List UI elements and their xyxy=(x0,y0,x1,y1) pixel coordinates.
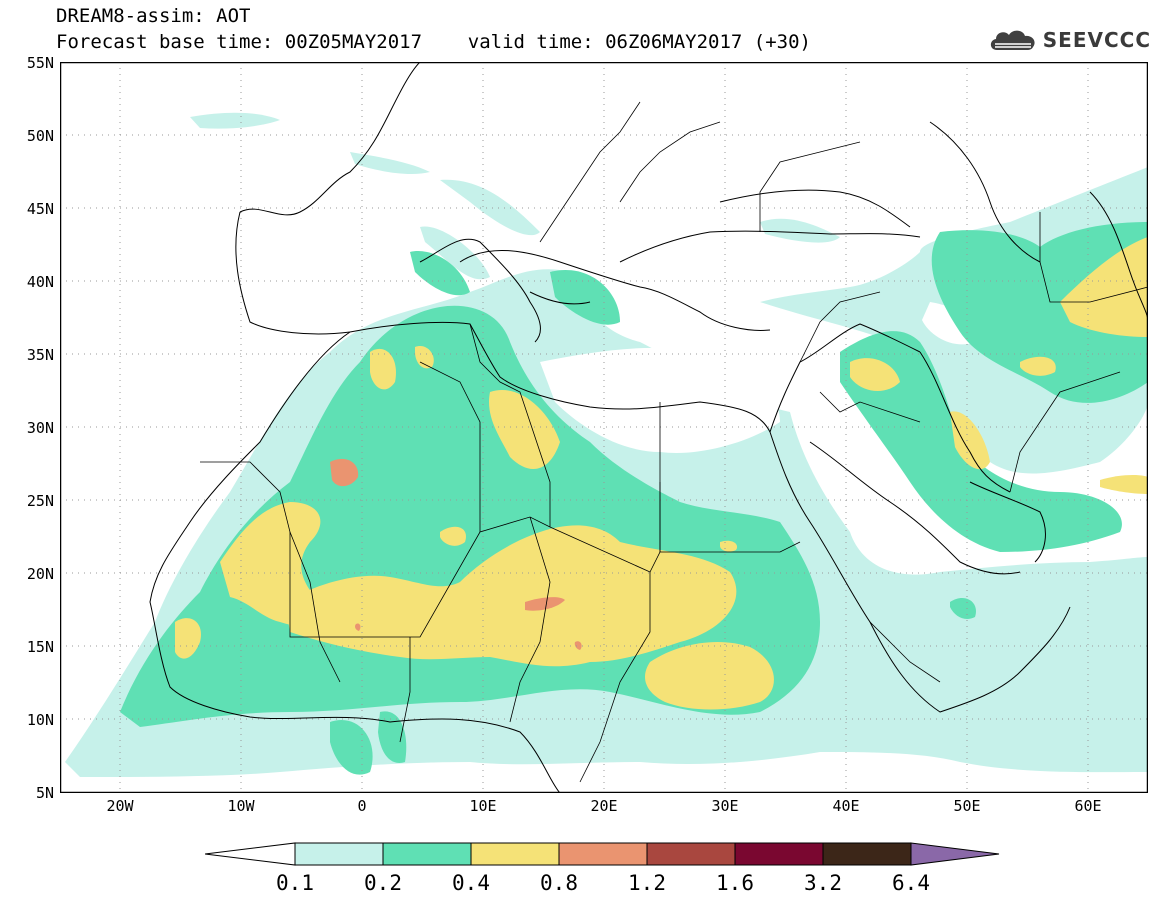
lat-label-25n: 25N xyxy=(26,492,54,510)
colorbar-segment-1.2 xyxy=(646,842,736,866)
colorbar-segment-1.6 xyxy=(734,842,824,866)
colorbar-label-1.6: 1.6 xyxy=(716,871,754,895)
colorbar-label-0.2: 0.2 xyxy=(364,871,402,895)
chart-title: DREAM8-assim: AOT xyxy=(56,5,251,27)
lat-label-35n: 35N xyxy=(26,346,54,364)
country-borders xyxy=(200,101,1148,783)
lat-label-10n: 10N xyxy=(26,711,54,729)
colorbar-label-3.2: 3.2 xyxy=(804,871,842,895)
lon-label-20w: 20W xyxy=(106,797,134,815)
cloud-icon xyxy=(990,30,1035,50)
lon-label-0: 0 xyxy=(357,797,367,815)
lat-label-45n: 45N xyxy=(26,200,54,218)
colorbar-label-1.2: 1.2 xyxy=(628,871,666,895)
lat-label-40n: 40N xyxy=(26,273,54,291)
aot-level-0.8 xyxy=(330,458,582,650)
aot-map xyxy=(60,62,1148,793)
colorbar-label-0.4: 0.4 xyxy=(452,871,490,895)
colorbar-label-0.8: 0.8 xyxy=(540,871,578,895)
lon-label-40e: 40E xyxy=(832,797,860,815)
colorbar-segment-under xyxy=(205,842,296,866)
colorbar-label-6.4: 6.4 xyxy=(892,871,930,895)
lon-label-60e: 60E xyxy=(1074,797,1102,815)
lat-label-5n: 5N xyxy=(35,784,54,802)
lon-label-10w: 10W xyxy=(227,797,255,815)
lon-label-20e: 20E xyxy=(590,797,618,815)
colorbar xyxy=(205,842,1000,866)
colorbar-segment-0.8 xyxy=(558,842,648,866)
colorbar-label-0.1: 0.1 xyxy=(276,871,314,895)
seevccc-logo: SEEVCCC xyxy=(987,26,1151,54)
coastlines xyxy=(149,62,1148,793)
aot-level-0.4 xyxy=(175,237,1148,710)
colorbar-segment-over xyxy=(910,842,1000,866)
lat-label-50n: 50N xyxy=(26,127,54,145)
logo-text: SEEVCCC xyxy=(1042,28,1151,52)
colorbar-segment-0.2 xyxy=(382,842,472,866)
graticule xyxy=(60,62,1148,793)
lon-label-50e: 50E xyxy=(953,797,981,815)
colorbar-segment-0.1 xyxy=(294,842,384,866)
lon-label-10e: 10E xyxy=(469,797,497,815)
lat-label-15n: 15N xyxy=(26,638,54,656)
lat-label-55n: 55N xyxy=(26,54,54,72)
map-border xyxy=(60,62,1148,793)
chart-subtitle: Forecast base time: 00Z05MAY2017 valid t… xyxy=(56,31,811,53)
lat-label-30n: 30N xyxy=(26,419,54,437)
colorbar-segment-0.4 xyxy=(470,842,560,866)
lat-label-20n: 20N xyxy=(26,565,54,583)
colorbar-segment-3.2 xyxy=(822,842,912,866)
lon-label-30e: 30E xyxy=(711,797,739,815)
